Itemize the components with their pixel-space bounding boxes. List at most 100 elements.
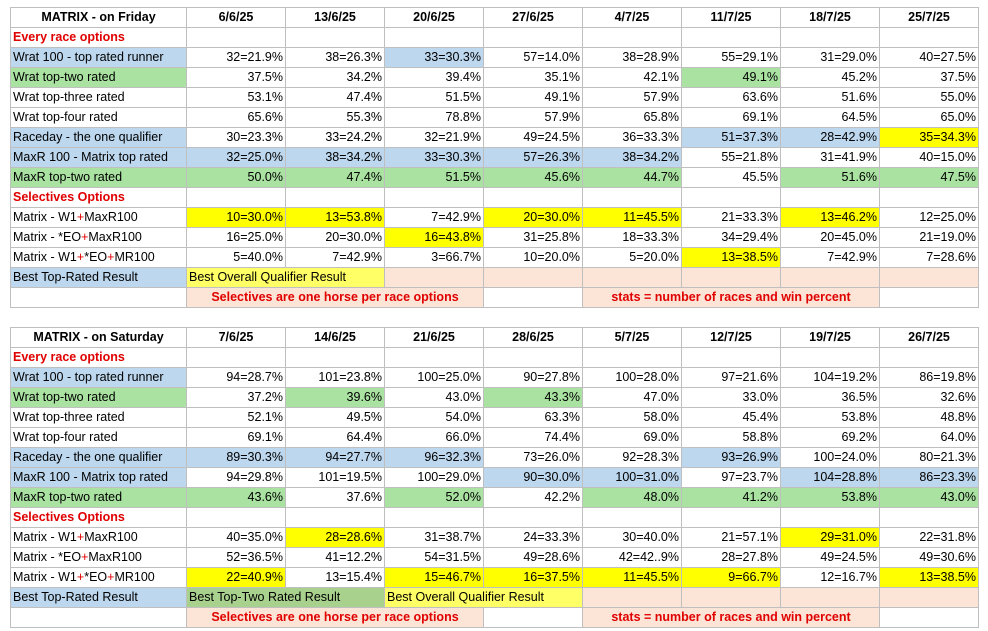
data-cell[interactable]: 9=66.7% [681, 567, 781, 588]
data-cell[interactable]: 57=14.0% [483, 47, 583, 68]
row-label[interactable]: Wrat top-four rated [10, 107, 187, 128]
legend-overall-qualifier[interactable]: Best Overall Qualifier Result [384, 587, 583, 608]
empty-cell[interactable] [186, 347, 286, 368]
data-cell[interactable]: 28=42.9% [780, 127, 880, 148]
data-cell[interactable]: 32=21.9% [186, 47, 286, 68]
date-cell[interactable]: 28/6/25 [483, 327, 583, 348]
data-cell[interactable]: 30=23.3% [186, 127, 286, 148]
row-label[interactable]: Matrix - W1+*EO+MR100 [10, 567, 187, 588]
empty-cell[interactable] [186, 507, 286, 528]
data-cell[interactable]: 51.5% [384, 87, 484, 108]
data-cell[interactable]: 51.5% [384, 167, 484, 188]
empty-cell[interactable] [483, 507, 583, 528]
data-cell[interactable]: 37.6% [285, 487, 385, 508]
data-cell[interactable]: 41.2% [681, 487, 781, 508]
data-cell[interactable]: 42.1% [582, 67, 682, 88]
empty-cell[interactable] [879, 607, 979, 628]
data-cell[interactable]: 40=35.0% [186, 527, 286, 548]
data-cell[interactable]: 52=36.5% [186, 547, 286, 568]
row-label[interactable]: Wrat top-three rated [10, 407, 187, 428]
legend-top-rated[interactable]: Best Top-Rated Result [10, 587, 187, 608]
data-cell[interactable]: 55=29.1% [681, 47, 781, 68]
empty-cell[interactable] [681, 587, 781, 608]
empty-cell[interactable] [285, 27, 385, 48]
data-cell[interactable]: 21=19.0% [879, 227, 979, 248]
empty-cell[interactable] [483, 27, 583, 48]
data-cell[interactable]: 104=28.8% [780, 467, 880, 488]
data-cell[interactable]: 100=24.0% [780, 447, 880, 468]
data-cell[interactable]: 10=30.0% [186, 207, 286, 228]
date-cell[interactable]: 21/6/25 [384, 327, 484, 348]
data-cell[interactable]: 80=21.3% [879, 447, 979, 468]
data-cell[interactable]: 74.4% [483, 427, 583, 448]
data-cell[interactable]: 16=37.5% [483, 567, 583, 588]
row-label[interactable]: Matrix - W1+*EO+MR100 [10, 247, 187, 268]
row-label[interactable]: MaxR 100 - Matrix top rated [10, 467, 187, 488]
selectives-note[interactable]: Selectives are one horse per race option… [186, 607, 484, 628]
data-cell[interactable]: 55.0% [879, 87, 979, 108]
row-label[interactable]: Matrix - *EO+MaxR100 [10, 547, 187, 568]
date-cell[interactable]: 19/7/25 [780, 327, 880, 348]
data-cell[interactable]: 7=42.9% [285, 247, 385, 268]
data-cell[interactable]: 33.0% [681, 387, 781, 408]
data-cell[interactable]: 92=28.3% [582, 447, 682, 468]
empty-cell[interactable] [384, 347, 484, 368]
data-cell[interactable]: 45.2% [780, 67, 880, 88]
data-cell[interactable]: 35=34.3% [879, 127, 979, 148]
data-cell[interactable]: 40=27.5% [879, 47, 979, 68]
data-cell[interactable]: 32=21.9% [384, 127, 484, 148]
data-cell[interactable]: 65.8% [582, 107, 682, 128]
data-cell[interactable]: 100=29.0% [384, 467, 484, 488]
data-cell[interactable]: 47.0% [582, 387, 682, 408]
section-heading[interactable]: Every race options [10, 347, 187, 368]
section-heading[interactable]: Selectives Options [10, 507, 187, 528]
data-cell[interactable]: 24=33.3% [483, 527, 583, 548]
data-cell[interactable]: 10=20.0% [483, 247, 583, 268]
data-cell[interactable]: 57=26.3% [483, 147, 583, 168]
data-cell[interactable]: 32.6% [879, 387, 979, 408]
date-cell[interactable]: 20/6/25 [384, 7, 484, 28]
data-cell[interactable]: 38=26.3% [285, 47, 385, 68]
data-cell[interactable]: 35.1% [483, 67, 583, 88]
date-cell[interactable]: 11/7/25 [681, 7, 781, 28]
data-cell[interactable]: 53.1% [186, 87, 286, 108]
row-label[interactable]: Matrix - *EO+MaxR100 [10, 227, 187, 248]
date-cell[interactable]: 13/6/25 [285, 7, 385, 28]
data-cell[interactable]: 7=28.6% [879, 247, 979, 268]
data-cell[interactable]: 43.6% [186, 487, 286, 508]
empty-cell[interactable] [384, 27, 484, 48]
data-cell[interactable]: 29=31.0% [780, 527, 880, 548]
data-cell[interactable]: 7=42.9% [384, 207, 484, 228]
data-cell[interactable]: 37.5% [879, 67, 979, 88]
data-cell[interactable]: 69.1% [681, 107, 781, 128]
empty-cell[interactable] [10, 607, 187, 628]
data-cell[interactable]: 32=25.0% [186, 147, 286, 168]
data-cell[interactable]: 42=42..9% [582, 547, 682, 568]
empty-cell[interactable] [582, 587, 682, 608]
data-cell[interactable]: 34.2% [285, 67, 385, 88]
data-cell[interactable]: 100=31.0% [582, 467, 682, 488]
empty-cell[interactable] [681, 347, 781, 368]
empty-cell[interactable] [879, 287, 979, 308]
row-label[interactable]: Wrat top-two rated [10, 387, 187, 408]
data-cell[interactable]: 48.0% [582, 487, 682, 508]
data-cell[interactable]: 43.3% [483, 387, 583, 408]
row-label[interactable]: MaxR 100 - Matrix top rated [10, 147, 187, 168]
selectives-note[interactable]: Selectives are one horse per race option… [186, 287, 484, 308]
data-cell[interactable]: 7=42.9% [780, 247, 880, 268]
data-cell[interactable]: 39.4% [384, 67, 484, 88]
data-cell[interactable]: 31=29.0% [780, 47, 880, 68]
data-cell[interactable]: 69.1% [186, 427, 286, 448]
empty-cell[interactable] [879, 27, 979, 48]
row-label[interactable]: MaxR top-two rated [10, 487, 187, 508]
date-cell[interactable]: 14/6/25 [285, 327, 385, 348]
data-cell[interactable]: 47.4% [285, 167, 385, 188]
data-cell[interactable]: 93=26.9% [681, 447, 781, 468]
data-cell[interactable]: 53.8% [780, 487, 880, 508]
date-cell[interactable]: 5/7/25 [582, 327, 682, 348]
data-cell[interactable]: 65.6% [186, 107, 286, 128]
data-cell[interactable]: 16=25.0% [186, 227, 286, 248]
legend-overall-qualifier[interactable]: Best Overall Qualifier Result [186, 267, 385, 288]
data-cell[interactable]: 13=38.5% [879, 567, 979, 588]
data-cell[interactable]: 37.5% [186, 67, 286, 88]
